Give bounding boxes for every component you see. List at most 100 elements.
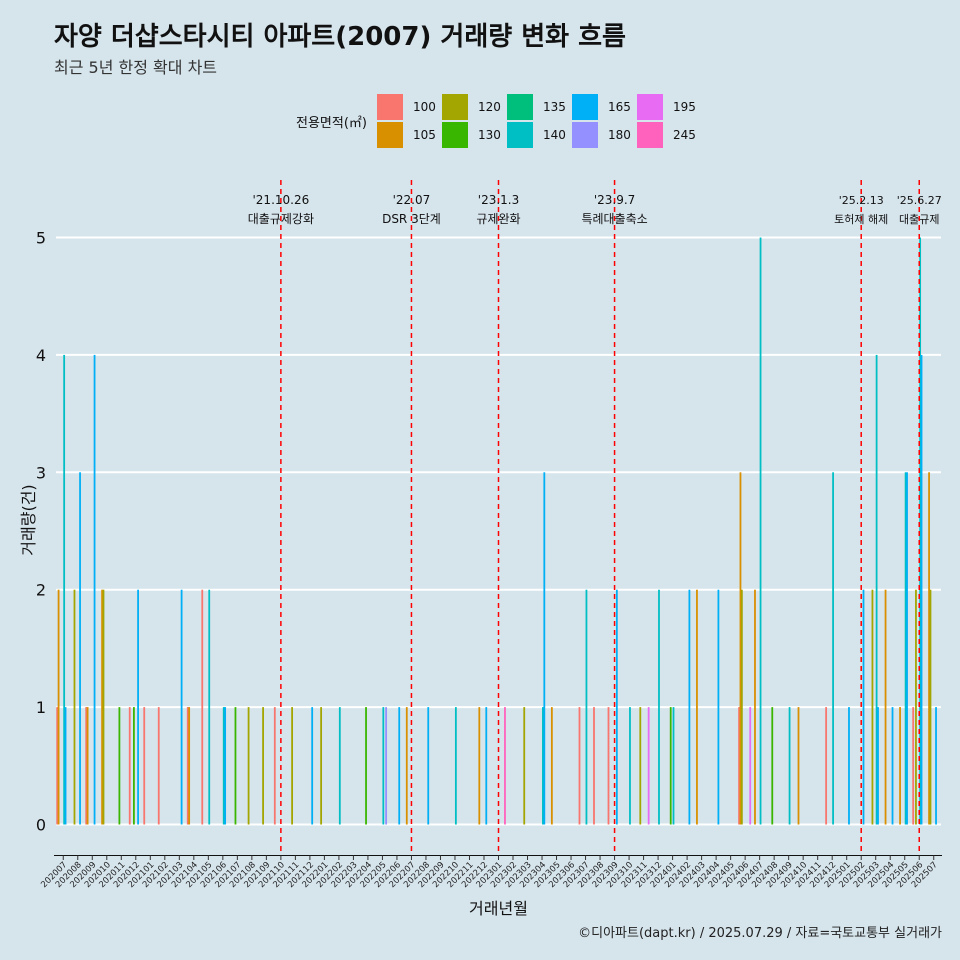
legend-label: 165 bbox=[607, 100, 631, 114]
legend-label: 195 bbox=[672, 100, 696, 114]
y-tick-label: 4 bbox=[36, 346, 46, 365]
legend-label: 135 bbox=[542, 100, 566, 114]
legend-swatch bbox=[441, 94, 468, 120]
legend-label: 105 bbox=[412, 128, 436, 142]
bar-165-202008 bbox=[79, 472, 81, 825]
bar-140-202310 bbox=[629, 707, 631, 825]
bar-120-202506 bbox=[915, 589, 917, 825]
legend-label: 245 bbox=[672, 128, 696, 142]
bar-105-202403 bbox=[696, 589, 698, 825]
bar-120-202507 bbox=[929, 589, 932, 825]
bar-105-202009 bbox=[86, 707, 89, 825]
y-tick-label: 5 bbox=[36, 229, 46, 248]
annotation-date: '22.07 bbox=[393, 193, 431, 207]
bar-100-202412 bbox=[825, 707, 828, 825]
bar-100-202506 bbox=[912, 707, 915, 825]
legend-item-165: 165 bbox=[571, 93, 637, 121]
bar-105-202007 bbox=[57, 589, 60, 825]
bar-120-202008 bbox=[73, 589, 76, 825]
annotation-label: 대출규제강화 bbox=[248, 212, 314, 226]
y-axis-title: 거래량(건) bbox=[19, 484, 38, 555]
bar-140-202106 bbox=[222, 707, 225, 825]
bar-120-202108 bbox=[247, 707, 250, 825]
bar-245-202301 bbox=[504, 707, 506, 825]
legend-swatch bbox=[636, 122, 663, 148]
legend-swatch bbox=[571, 94, 598, 120]
bar-140-202412 bbox=[832, 472, 834, 825]
legend-swatch bbox=[571, 122, 598, 148]
annotation-date: '21.10.26 bbox=[253, 193, 310, 207]
bar-105-202104 bbox=[188, 707, 191, 825]
bar-100-202007 bbox=[56, 707, 59, 825]
legend-swatch bbox=[441, 122, 468, 148]
legend-item-120: 120 bbox=[441, 93, 507, 121]
bar-140-202205 bbox=[382, 707, 385, 825]
bar-120-202109 bbox=[262, 707, 264, 825]
bar-165-202404 bbox=[717, 589, 720, 825]
bar-140-202105 bbox=[208, 589, 211, 825]
bar-140-202505 bbox=[904, 472, 907, 825]
bar-105-202212 bbox=[478, 707, 481, 825]
bar-165-202501 bbox=[848, 707, 850, 825]
annotation-label: 토허제 해제 bbox=[834, 212, 888, 226]
bar-100-202307 bbox=[578, 707, 581, 825]
legend-swatch bbox=[376, 122, 403, 148]
bar-165-202505 bbox=[906, 472, 908, 825]
annotation-label: 특례대출축소 bbox=[581, 212, 647, 226]
x-axis-title: 거래년월 bbox=[469, 899, 528, 918]
chart-title: 자양 더샵스타시티 아파트(2007) 거래량 변화 흐름 bbox=[54, 22, 626, 52]
bar-140-202007 bbox=[63, 354, 66, 825]
bar-140-202307 bbox=[585, 589, 588, 825]
annotation-date: '23.1.3 bbox=[478, 193, 519, 207]
bar-165-202012 bbox=[137, 589, 139, 825]
annotation-label: 대출규제 bbox=[899, 213, 939, 226]
legend-item-140: 140 bbox=[506, 121, 572, 149]
annotation-label: 규제완화 bbox=[476, 212, 520, 226]
bar-165-202304 bbox=[543, 472, 546, 825]
bar-105-202305 bbox=[550, 707, 553, 825]
bar-165-202504 bbox=[891, 707, 894, 825]
legend-item-105: 105 bbox=[376, 121, 442, 149]
bar-100-202101 bbox=[143, 707, 146, 825]
bar-165-202506 bbox=[920, 354, 923, 825]
bar-120-202303 bbox=[523, 707, 526, 825]
legend-item-130: 130 bbox=[441, 121, 507, 149]
legend-swatch bbox=[506, 122, 533, 148]
bar-195-202406 bbox=[749, 707, 752, 825]
bar-105-202504 bbox=[884, 589, 887, 825]
legend: 전용면적(㎡) 100 105 120 130 135 140 165 180 195 245 bbox=[296, 93, 702, 149]
bar-165-202103 bbox=[180, 589, 183, 825]
legend-swatch bbox=[506, 94, 533, 120]
legend-swatch bbox=[636, 94, 663, 120]
bar-100-202308 bbox=[593, 707, 595, 825]
bar-105-202406 bbox=[739, 472, 742, 825]
bar-105-202407 bbox=[754, 589, 756, 825]
bar-130-202107 bbox=[234, 707, 237, 825]
y-tick-label: 1 bbox=[36, 698, 46, 717]
legend-item-135: 135 bbox=[506, 93, 572, 121]
bar-100-202104 bbox=[186, 707, 189, 825]
bar-120-202406 bbox=[740, 589, 743, 825]
bar-100-202110 bbox=[273, 707, 276, 825]
annotation-date: '25.2.13 bbox=[839, 194, 884, 207]
bar-165-202206 bbox=[398, 707, 401, 825]
legend-label: 180 bbox=[607, 128, 631, 142]
bar-100-202309 bbox=[607, 707, 610, 825]
bar-105-202410 bbox=[797, 707, 800, 825]
chart-subtitle: 최근 5년 한정 확대 차트 bbox=[54, 58, 218, 77]
bar-120-202010 bbox=[102, 589, 105, 825]
bar-140-202407 bbox=[759, 237, 762, 825]
bar-140-202401 bbox=[672, 707, 675, 825]
bar-140-202202 bbox=[338, 707, 341, 825]
legend-label: 140 bbox=[542, 128, 566, 142]
annotation-date: '25.6.27 bbox=[897, 194, 942, 207]
bar-120-202311 bbox=[639, 707, 642, 825]
legend-item-180: 180 bbox=[571, 121, 637, 149]
bar-140-202312 bbox=[658, 589, 660, 825]
bar-140-202503 bbox=[875, 354, 878, 825]
y-tick-label: 3 bbox=[36, 463, 46, 482]
legend-label: 100 bbox=[412, 100, 436, 114]
bar-105-202505 bbox=[899, 707, 901, 825]
source-caption: ©디아파트(dapt.kr) / 2025.07.29 / 자료=국토교통부 실… bbox=[578, 926, 942, 941]
